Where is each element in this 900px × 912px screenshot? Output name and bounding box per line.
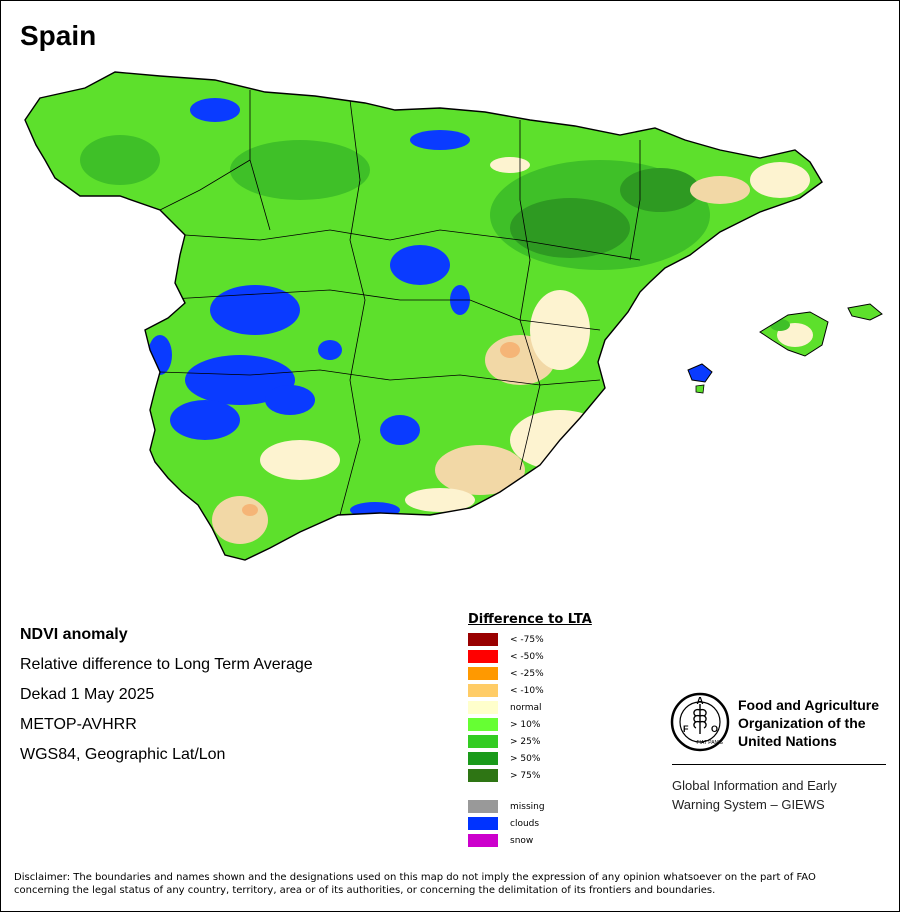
legend-label: missing xyxy=(510,801,545,812)
legend-item: < -75% xyxy=(468,631,592,648)
info-heading: NDVI anomaly xyxy=(20,626,128,643)
giews-line: Global Information and Early xyxy=(672,778,837,793)
logo-letter-o: O xyxy=(711,724,718,734)
legend-label: < -10% xyxy=(510,685,544,696)
legend-swatch xyxy=(468,701,498,714)
ndvi-anomaly-map xyxy=(24,71,883,561)
legend-label: > 50% xyxy=(510,753,541,764)
legend-swatch xyxy=(468,769,498,782)
legend: Difference to LTA < -75% < -50% < -25% < -1… xyxy=(468,612,592,849)
legend-item: > 50% xyxy=(468,750,592,767)
legend-item: < -50% xyxy=(468,648,592,665)
legend-label: normal xyxy=(510,702,542,713)
legend-label: < -75% xyxy=(510,634,544,645)
legend-label: snow xyxy=(510,835,534,846)
fao-name-line: Food and Agriculture xyxy=(738,697,880,713)
legend-swatch xyxy=(468,667,498,680)
legend-item: > 75% xyxy=(468,767,592,784)
legend-swatch xyxy=(468,834,498,847)
legend-swatch xyxy=(468,718,498,731)
legend-swatch xyxy=(468,817,498,830)
logo-letter-f: F xyxy=(683,724,689,734)
legend-swatch xyxy=(468,800,498,813)
fao-name-line: United Nations xyxy=(738,733,837,749)
info-line-period: Dekad 1 May 2025 xyxy=(20,686,155,703)
legend-item: < -25% xyxy=(468,665,592,682)
legend-swatch xyxy=(468,650,498,663)
legend-item: normal xyxy=(468,699,592,716)
legend-label: < -25% xyxy=(510,668,544,679)
legend-label: > 10% xyxy=(510,719,541,730)
disclaimer: Disclaimer: The boundaries and names sho… xyxy=(14,871,884,897)
map-info: NDVI anomaly Relative difference to Long… xyxy=(20,620,313,770)
balearic-islands xyxy=(687,303,883,394)
fao-divider xyxy=(672,764,886,765)
fao-name-line: Organization of the xyxy=(738,715,866,731)
giews-name: Global Information and Early Warning Sys… xyxy=(672,776,837,814)
legend-swatch xyxy=(468,633,498,646)
legend-item: snow xyxy=(468,832,592,849)
legend-item: > 25% xyxy=(468,733,592,750)
disclaimer-line: concerning the legal status of any count… xyxy=(14,885,716,896)
legend-item: clouds xyxy=(468,815,592,832)
legend-swatch xyxy=(468,735,498,748)
legend-title: Difference to LTA xyxy=(468,612,592,627)
legend-swatch xyxy=(468,684,498,697)
fao-logo-letters: A xyxy=(696,696,703,707)
fao-logo-motto: FIAT PANIS xyxy=(697,740,724,746)
legend-label: clouds xyxy=(510,818,540,829)
info-line-variable: Relative difference to Long Term Average xyxy=(20,656,313,673)
fao-organization-name: Food and Agriculture Organization of the… xyxy=(738,696,879,750)
info-line-projection: WGS84, Geographic Lat/Lon xyxy=(20,746,226,763)
legend-items: < -75% < -50% < -25% < -10% normal > 10% > 25%… xyxy=(468,631,592,784)
legend-swatch xyxy=(468,752,498,765)
region-boundaries xyxy=(154,90,641,516)
legend-item: < -10% xyxy=(468,682,592,699)
legend-item: > 10% xyxy=(468,716,592,733)
fao-logo-icon: A F O FIAT PANIS xyxy=(670,692,730,752)
mainland xyxy=(24,71,823,561)
legend-label: > 25% xyxy=(510,736,541,747)
legend-label: < -50% xyxy=(510,651,544,662)
giews-line: Warning System – GIEWS xyxy=(672,797,825,812)
legend-item: missing xyxy=(468,798,592,815)
legend-label: > 75% xyxy=(510,770,541,781)
map-title: Spain xyxy=(20,20,97,51)
info-line-sensor: METOP-AVHRR xyxy=(20,716,137,733)
disclaimer-line: Disclaimer: The boundaries and names sho… xyxy=(14,872,816,883)
legend-extras: missing clouds snow xyxy=(468,798,592,849)
